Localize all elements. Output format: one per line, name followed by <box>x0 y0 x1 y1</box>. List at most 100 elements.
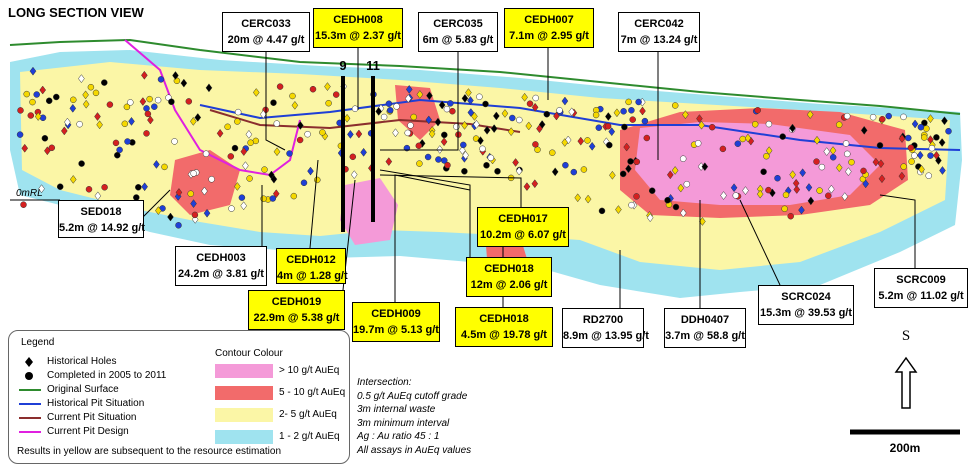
drill-hole <box>350 170 358 180</box>
callout: SED018 5.2m @ 14.92 g/t <box>58 200 145 238</box>
drill-hole <box>720 191 727 200</box>
drill-hole <box>415 142 423 150</box>
drill-hole <box>869 113 877 121</box>
drill-hole <box>939 166 946 175</box>
drill-hole <box>807 196 815 206</box>
drill-hole <box>85 186 93 193</box>
drill-hole <box>53 93 60 101</box>
drill-hole <box>351 105 359 112</box>
drill-hole <box>482 100 489 108</box>
drill-hole <box>682 110 689 120</box>
drill-hole <box>605 112 612 121</box>
drill-hole <box>672 203 680 211</box>
drill-hole <box>483 125 491 135</box>
hole-id: CERC033 <box>241 18 291 30</box>
drill-hole <box>202 150 210 157</box>
contour-swatch <box>215 408 273 422</box>
drill-hole <box>829 154 837 161</box>
drill-hole <box>900 113 907 121</box>
callout: RD2700 8.9m @ 13.95 g/t <box>562 308 649 348</box>
drill-hole <box>270 99 277 106</box>
result: 5.2m @ 11.02 g/t <box>878 290 964 302</box>
drill-hole <box>436 145 444 154</box>
drill-hole <box>911 119 919 129</box>
drill-hole <box>34 112 42 121</box>
drill-hole <box>101 184 108 191</box>
drill-hole <box>615 205 622 214</box>
drill-hole <box>781 205 788 213</box>
drill-hole <box>479 145 486 153</box>
drill-hole <box>487 154 495 162</box>
drill-hole <box>69 175 77 184</box>
drill-hole <box>459 145 466 155</box>
drill-hole <box>191 211 199 219</box>
contour-item: > 10 g/t AuEq <box>279 365 340 376</box>
drill-hole <box>39 85 47 95</box>
drill-hole <box>551 167 559 177</box>
drill-hole <box>509 114 516 122</box>
drill-hole <box>477 136 484 146</box>
contour-swatch <box>215 364 273 378</box>
drill-hole <box>512 158 519 167</box>
callout: CEDH003 24.2m @ 3.81 g/t <box>175 246 267 286</box>
drill-hole <box>447 100 454 107</box>
callout: CEDH018 4.5m @ 19.78 g/t <box>455 307 553 347</box>
drill-hole <box>732 192 740 199</box>
drill-hole <box>234 182 241 191</box>
drill-hole <box>648 187 656 194</box>
drill-hole <box>441 131 448 139</box>
north-label: S <box>902 328 910 344</box>
drill-hole <box>494 168 501 175</box>
drill-hole <box>147 115 154 125</box>
drill-hole <box>141 70 148 80</box>
legend-item: Historical Pit Situation <box>47 398 145 409</box>
original-surface <box>9 38 961 115</box>
legend-item: Current Pit Design <box>47 426 129 437</box>
drill-hole <box>157 76 165 83</box>
drill-hole <box>805 183 813 192</box>
drill-hole <box>719 145 727 153</box>
drill-hole <box>300 179 308 187</box>
result: 5.2m @ 14.92 g/t <box>59 222 145 234</box>
drill-hole <box>613 108 621 118</box>
drill-hole <box>94 112 101 121</box>
result: 19.7m @ 5.13 g/t <box>353 324 439 336</box>
result: 15.3m @ 2.37 g/t <box>315 30 401 42</box>
drill-hole <box>698 120 705 130</box>
drill-hole <box>570 168 578 176</box>
contour-item: 5 - 10 g/t AuEq <box>279 387 346 398</box>
result: 22.9m @ 5.38 g/t <box>253 312 340 324</box>
drill-hole <box>493 111 500 121</box>
drill-hole <box>898 134 906 143</box>
drill-hole <box>643 134 651 142</box>
drill-hole <box>799 168 806 178</box>
drill-hole <box>683 180 691 188</box>
drill-hole <box>273 147 281 157</box>
drill-hole <box>905 134 912 142</box>
drill-hole <box>128 116 135 126</box>
contour-swatch <box>215 386 273 400</box>
drill-hole <box>143 130 150 137</box>
drill-hole <box>146 95 153 103</box>
result: 10.2m @ 6.07 g/t <box>480 229 566 241</box>
drill-hole <box>175 222 182 229</box>
drill-hole <box>404 129 411 137</box>
drill-hole <box>515 166 523 176</box>
drill-hole <box>64 117 71 127</box>
callout: CEDH019 22.9m @ 5.38 g/t <box>248 290 345 330</box>
drill-hole <box>842 140 850 147</box>
result: 20m @ 4.47 g/t <box>227 34 305 46</box>
drill-hole <box>878 174 886 184</box>
contour-5-10 <box>170 150 240 215</box>
note: 3m minimum interval <box>357 417 450 429</box>
drill-hole <box>465 88 472 98</box>
drill-hole <box>841 192 849 202</box>
drill-hole <box>917 123 925 131</box>
drill-hole <box>392 128 399 138</box>
drill-hole <box>918 164 925 174</box>
drill-hole <box>635 98 642 106</box>
drill-hole <box>135 184 142 191</box>
drill-hole <box>240 201 247 211</box>
section-label: 9 <box>339 58 346 73</box>
drill-hole <box>606 141 613 149</box>
